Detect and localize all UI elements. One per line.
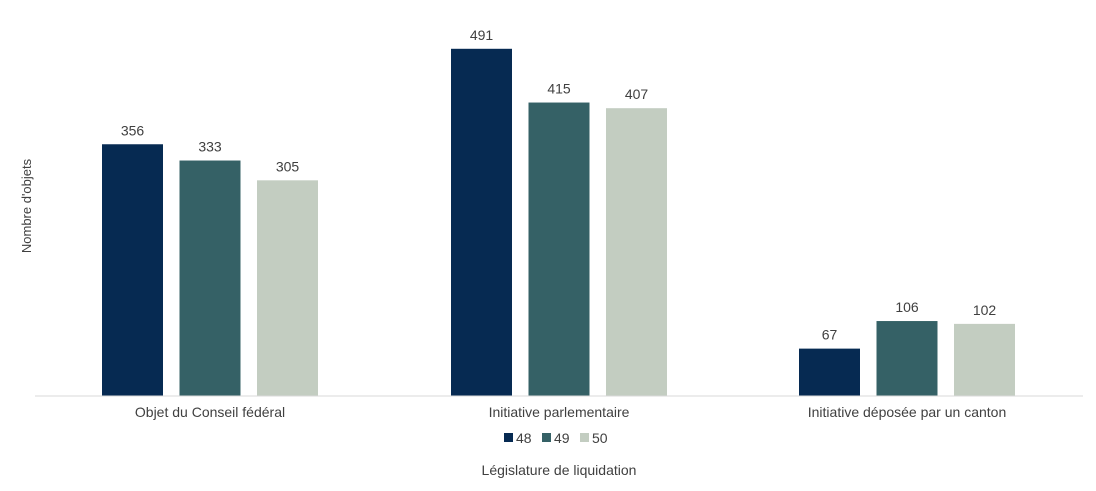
legend-label-49: 49 bbox=[554, 430, 570, 446]
bars-layer bbox=[102, 48, 1015, 397]
bar-50-cat1 bbox=[606, 108, 667, 396]
bar-48-cat0 bbox=[102, 144, 163, 396]
legend-swatch-49 bbox=[542, 433, 551, 442]
bar-50-cat0 bbox=[257, 180, 318, 396]
bar-49-cat2 bbox=[876, 321, 938, 396]
bar-50-cat2 bbox=[954, 323, 1015, 396]
x-axis-tick-labels: Objet du Conseil fédéral Initiative parle… bbox=[135, 404, 1006, 420]
data-label-48-cat1: 491 bbox=[470, 27, 494, 43]
data-label-49-cat2: 106 bbox=[895, 299, 919, 315]
y-axis-title: Nombre d'objets bbox=[19, 158, 34, 253]
bar-48-cat2 bbox=[799, 348, 860, 396]
data-label-50-cat2: 102 bbox=[973, 302, 997, 318]
legend-label-48: 48 bbox=[516, 430, 532, 446]
legend: 48 49 50 bbox=[504, 430, 608, 446]
data-label-49-cat1: 415 bbox=[547, 81, 571, 97]
bar-49-cat0 bbox=[179, 160, 241, 396]
x-tick-label-0: Objet du Conseil fédéral bbox=[135, 404, 285, 420]
x-axis-title: Législature de liquidation bbox=[482, 462, 637, 478]
data-label-48-cat2: 67 bbox=[822, 327, 838, 343]
data-label-50-cat0: 305 bbox=[276, 158, 300, 174]
data-label-48-cat0: 356 bbox=[121, 122, 145, 138]
x-tick-label-2: Initiative déposée par un canton bbox=[808, 404, 1006, 420]
data-label-49-cat0: 333 bbox=[198, 139, 222, 155]
bar-48-cat1 bbox=[451, 48, 512, 397]
legend-swatch-50 bbox=[580, 433, 589, 442]
bar-49-cat1 bbox=[528, 102, 590, 397]
legend-swatch-48 bbox=[504, 433, 513, 442]
data-label-50-cat1: 407 bbox=[625, 86, 649, 102]
data-labels-layer: 356 333 305 491 415 407 67 106 102 bbox=[121, 27, 997, 343]
legend-label-50: 50 bbox=[592, 430, 608, 446]
x-tick-label-1: Initiative parlementaire bbox=[489, 404, 630, 420]
